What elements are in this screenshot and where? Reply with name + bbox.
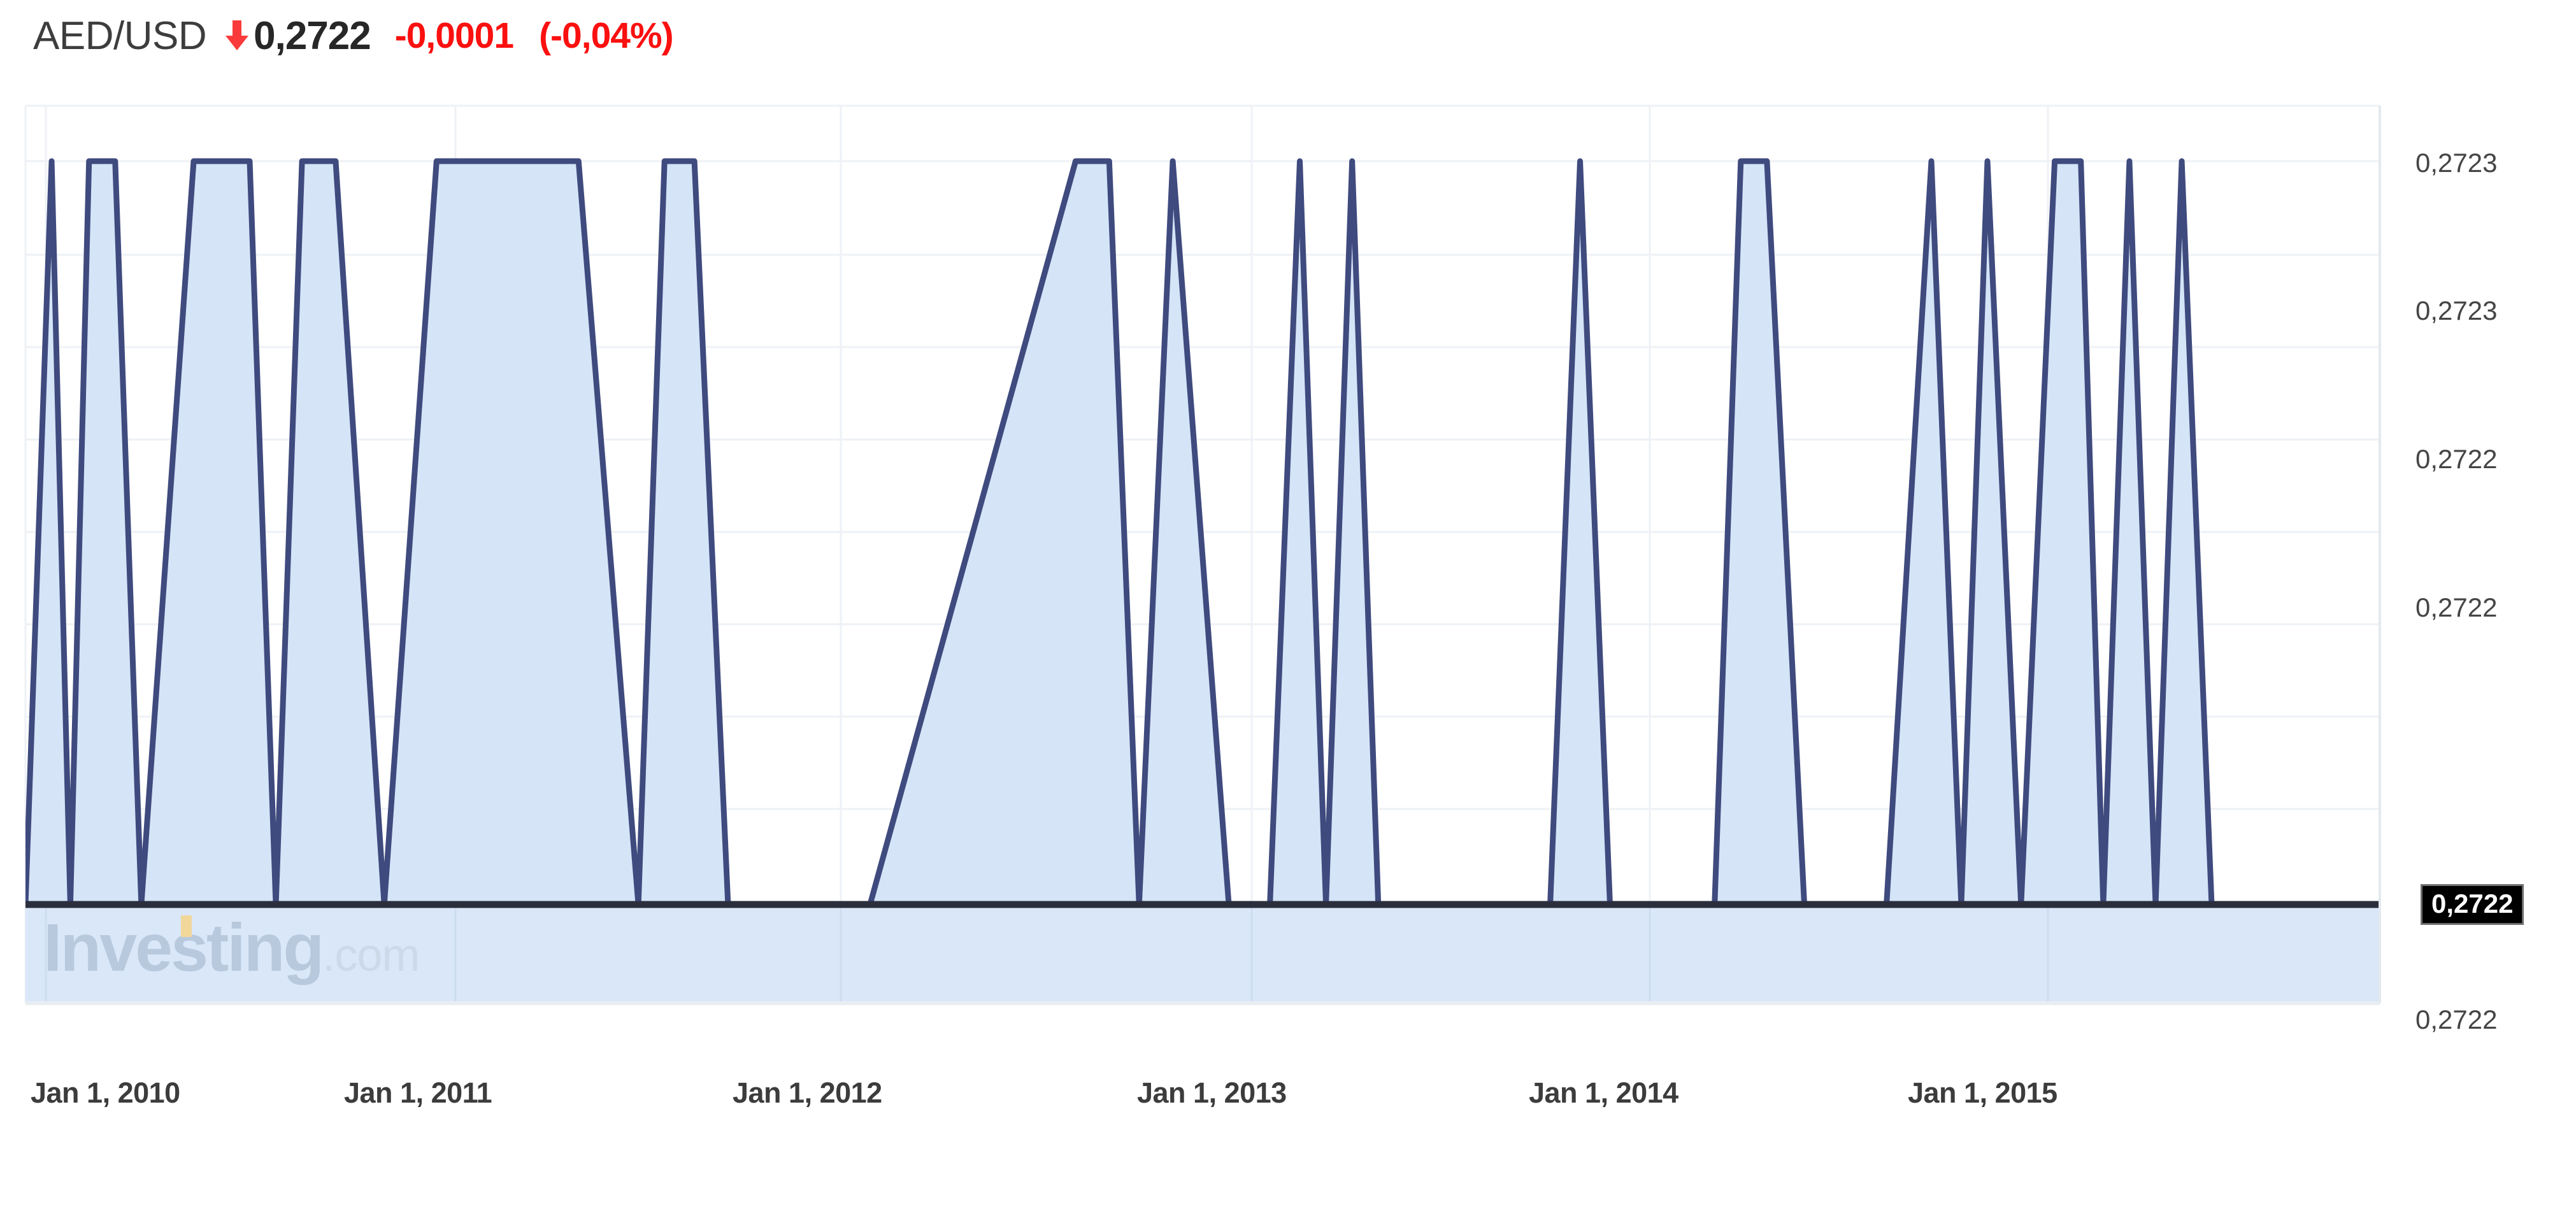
- y-axis-tick-2: 0,2722: [2415, 444, 2498, 474]
- x-axis-tick-2: Jan 1, 2012: [733, 1076, 882, 1109]
- quote-header: AED/USD 0,2722 -0,0001 (-0,04%): [33, 5, 674, 66]
- series-area-fill: [25, 161, 2380, 905]
- y-axis-tick-3: 0,2722: [2415, 592, 2498, 622]
- lower-band: [25, 908, 2380, 1003]
- x-axis-tick-5: Jan 1, 2015: [1908, 1076, 2057, 1109]
- x-axis-tick-4: Jan 1, 2014: [1529, 1076, 1678, 1109]
- price-change-percent: (-0,04%): [539, 15, 674, 56]
- x-axis-tick-1: Jan 1, 2011: [344, 1076, 492, 1109]
- instrument-name: AED/USD: [33, 13, 207, 58]
- x-axis-tick-3: Jan 1, 2013: [1137, 1076, 1287, 1109]
- price-change: -0,0001: [394, 15, 514, 56]
- series-line: [25, 158, 2380, 906]
- last-price: 0,2722: [254, 13, 371, 58]
- y-axis-tick-0: 0,2723: [2415, 148, 2498, 178]
- last-price-badge: 0,2722: [2421, 884, 2524, 925]
- down-arrow-icon: [224, 19, 250, 52]
- lower-band-gridlines: [45, 908, 2049, 1003]
- x-axis-tick-0: Jan 1, 2010: [31, 1076, 180, 1109]
- y-axis-tick-1: 0,2723: [2415, 296, 2498, 325]
- y-axis-tick-4: 0,2722: [2415, 1005, 2498, 1034]
